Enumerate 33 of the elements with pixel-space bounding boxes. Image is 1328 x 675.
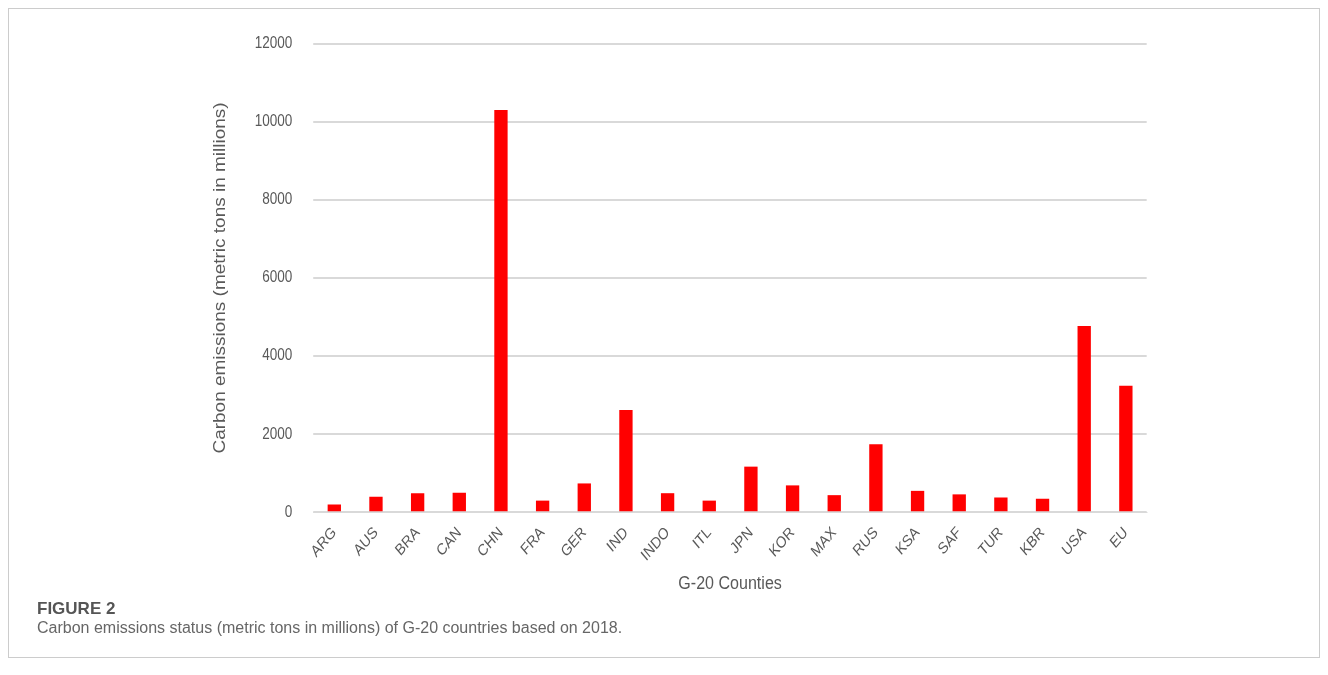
x-tick-label: ITL xyxy=(689,523,714,552)
y-tick-label: 6000 xyxy=(262,268,293,286)
bar xyxy=(994,497,1008,512)
bar xyxy=(910,490,925,512)
bar xyxy=(452,492,466,512)
y-tick-label: 0 xyxy=(284,502,293,520)
y-tick-label: 8000 xyxy=(262,190,293,208)
text: Carbon emissions status (metric tons in millions) of G-20 countries based on 2018. xyxy=(37,619,624,637)
bar xyxy=(577,483,591,512)
bar xyxy=(869,444,883,512)
bar xyxy=(1035,498,1050,512)
bar xyxy=(494,110,508,512)
bar xyxy=(702,500,716,512)
bar xyxy=(785,485,800,512)
bar xyxy=(744,466,758,512)
y-tick-label: 2000 xyxy=(262,424,293,442)
bar xyxy=(1077,326,1091,512)
bar xyxy=(535,500,550,512)
bar xyxy=(660,493,675,512)
x-tick-label: EU xyxy=(1106,523,1131,552)
y-tick-label: 10000 xyxy=(254,112,293,130)
y-tick-label: 4000 xyxy=(262,346,293,364)
x-tick-label: IND xyxy=(603,523,631,556)
caption: FIGURE 2 xyxy=(37,599,117,619)
bar xyxy=(369,496,383,512)
y-axis-title: Carbon emissions (metric tons in millions) xyxy=(210,102,229,454)
bar xyxy=(827,495,841,512)
bar xyxy=(952,494,966,512)
x-axis-title: G-20 Counties xyxy=(678,571,783,594)
bar xyxy=(410,493,425,512)
y-tick-label: 12000 xyxy=(254,33,293,52)
bar xyxy=(619,410,633,512)
bar xyxy=(1119,385,1133,512)
